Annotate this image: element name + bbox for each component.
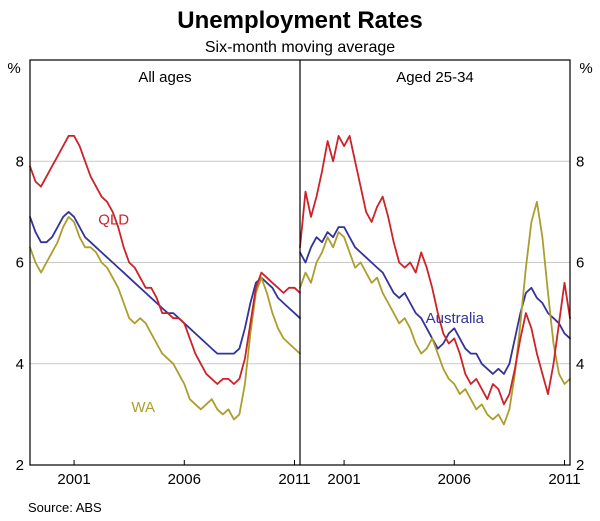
x-tick-label-2011-panel-1: 2011	[548, 471, 580, 488]
y-tick-label-left-8: 8	[16, 153, 24, 170]
x-tick-label-2001-panel-1: 2001	[327, 471, 360, 488]
series-line-qld-panel-0	[29, 134, 301, 385]
series-annotation-wa: WA	[131, 399, 155, 416]
y-tick-label-left-6: 6	[16, 255, 24, 272]
y-tick-label-right-6: 6	[576, 255, 584, 272]
chart-subtitle: Six-month moving average	[205, 39, 395, 56]
series-annotation-qld: QLD	[98, 212, 129, 229]
y-tick-label-right-2: 2	[576, 457, 584, 474]
series-annotation-australia: Australia	[426, 310, 485, 327]
source-note: Source: ABS	[28, 500, 102, 515]
plot-frame	[29, 59, 571, 466]
x-tick-label-2001-panel-0: 2001	[57, 471, 90, 488]
y-axis-unit-left: %	[7, 60, 20, 77]
panel-label-aged-25-34: Aged 25-34	[396, 69, 474, 86]
y-axis-unit-right: %	[579, 60, 592, 77]
y-tick-label-left-4: 4	[16, 356, 24, 373]
y-tick-label-left-2: 2	[16, 457, 24, 474]
panel-label-all-ages: All ages	[138, 69, 191, 86]
series-line-wa-panel-1	[299, 200, 571, 426]
series-line-wa-panel-0	[29, 215, 301, 421]
x-tick-label-2011-panel-0: 2011	[278, 471, 310, 488]
y-tick-label-right-4: 4	[576, 356, 584, 373]
chart-title: Unemployment Rates	[177, 7, 422, 34]
series-line-qld-panel-1	[299, 134, 571, 406]
y-tick-label-right-8: 8	[576, 153, 584, 170]
x-tick-label-2006-panel-0: 2006	[168, 471, 201, 488]
x-tick-label-2006-panel-1: 2006	[438, 471, 471, 488]
series-line-australia-panel-0	[29, 210, 301, 355]
